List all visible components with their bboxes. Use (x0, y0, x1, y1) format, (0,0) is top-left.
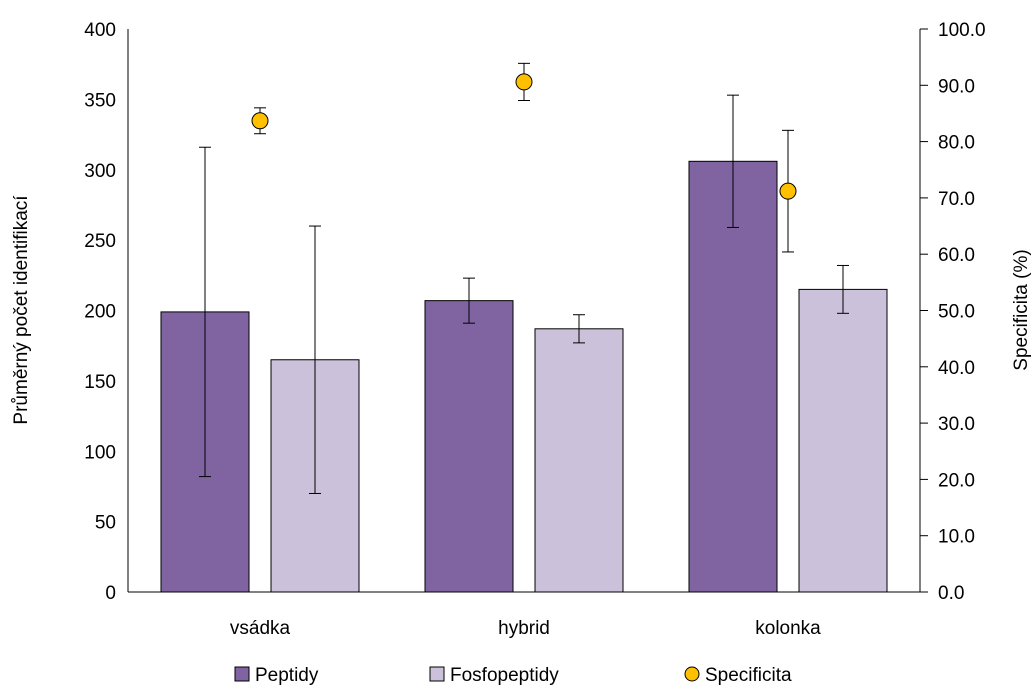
y-axis-title: Průměrný počet identifikací (11, 195, 32, 425)
y2-axis-title: Specificita (%) (1011, 249, 1032, 370)
bar-fosfopeptidy-2 (798, 288, 888, 593)
legend-label: Fosfopeptidy (450, 665, 559, 686)
y2-tick-label: 20.0 (938, 470, 975, 491)
legend-label: Specificita (705, 665, 792, 686)
bar-fosfopeptidy-1 (534, 328, 624, 593)
y2-tick-label: 70.0 (938, 189, 975, 210)
y2-tick-label: 80.0 (938, 133, 975, 154)
y2-tick-label: 10.0 (938, 527, 975, 548)
y-tick-label: 350 (84, 90, 116, 111)
legend-marker-peptidy (234, 666, 250, 682)
y-tick-label: 0 (105, 583, 116, 604)
legend-marker-specificita (684, 666, 700, 682)
y2-tick-label: 50.0 (938, 302, 975, 323)
y-tick-label: 50 (95, 513, 116, 534)
legend-label: Peptidy (255, 665, 319, 686)
y-tick-label: 150 (84, 372, 116, 393)
x-tick-label: kolonka (755, 618, 821, 639)
y2-tick-label: 40.0 (938, 358, 975, 379)
y2-tick-label: 60.0 (938, 245, 975, 266)
y2-tick-label: 100.0 (938, 20, 986, 41)
y-tick-label: 300 (84, 161, 116, 182)
bar-peptidy-2 (688, 160, 778, 593)
x-tick-label: hybrid (498, 618, 550, 639)
y2-tick-label: 90.0 (938, 76, 975, 97)
bar-peptidy-1 (424, 300, 514, 593)
y2-tick-label: 30.0 (938, 414, 975, 435)
y-tick-label: 100 (84, 442, 116, 463)
x-tick-label: vsádka (230, 618, 291, 639)
y2-tick-label: 0.0 (938, 583, 964, 604)
point-specificita-2 (779, 182, 797, 200)
y-tick-label: 250 (84, 231, 116, 252)
legend-marker-fosfopeptidy (429, 666, 445, 682)
y-tick-label: 200 (84, 302, 116, 323)
point-specificita-0 (251, 112, 269, 130)
point-specificita-1 (515, 73, 533, 91)
y-tick-label: 400 (84, 20, 116, 41)
